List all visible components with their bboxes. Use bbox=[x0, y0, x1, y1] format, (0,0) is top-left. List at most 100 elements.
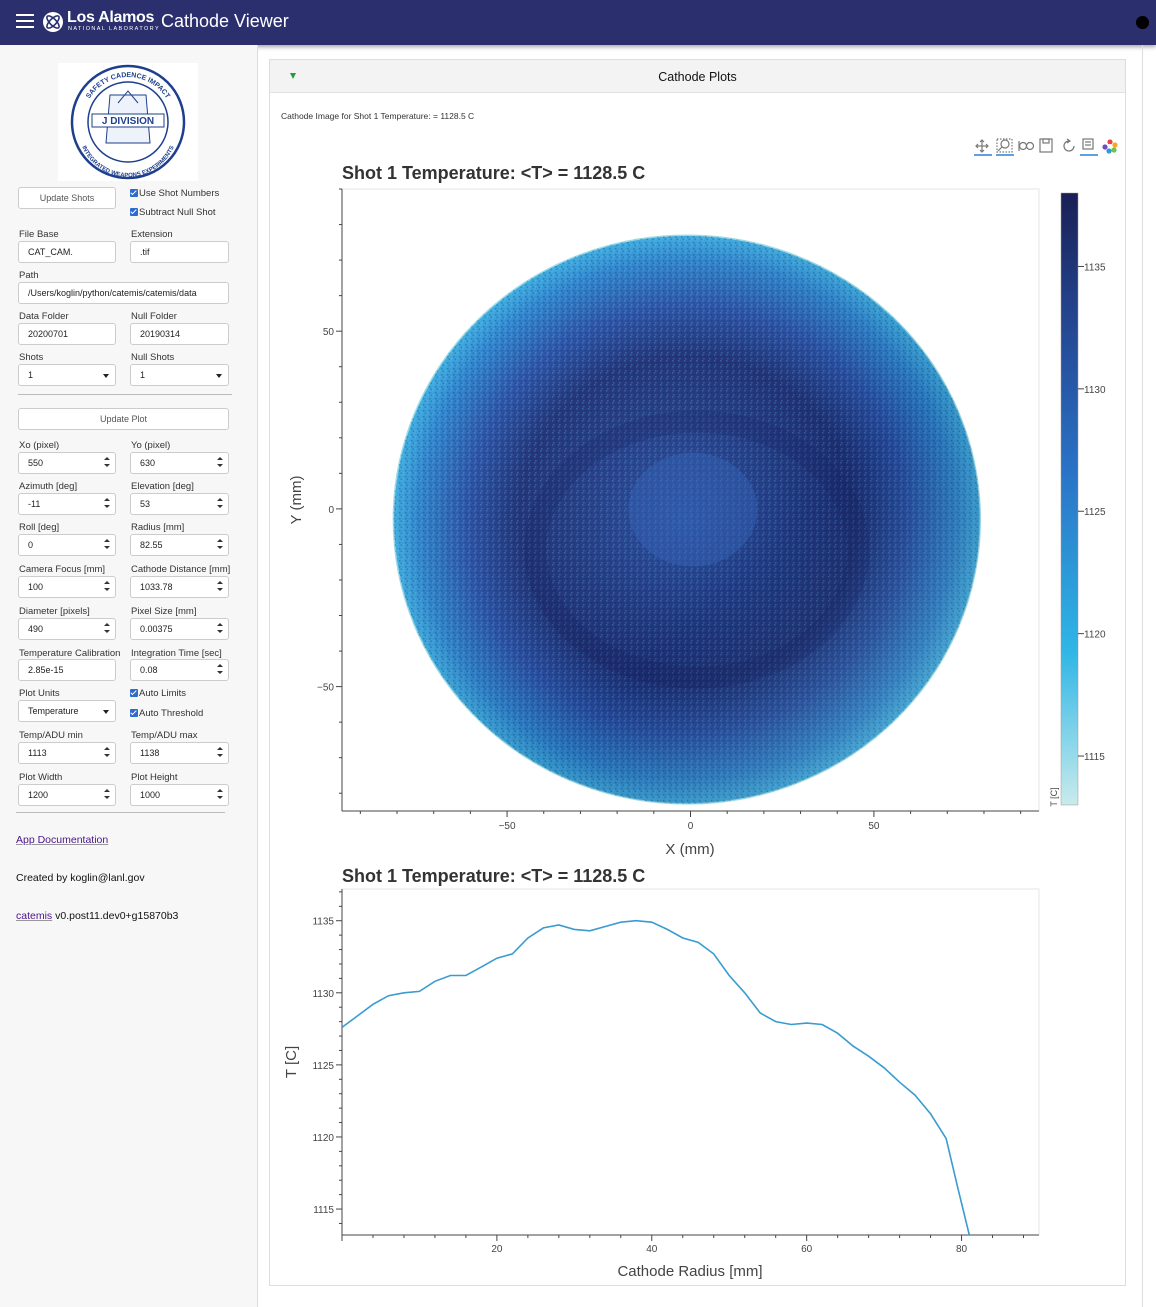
yo-value: 630 bbox=[140, 458, 156, 468]
spinner-arrows-icon[interactable] bbox=[103, 455, 111, 471]
spinner-arrows-icon[interactable] bbox=[103, 537, 111, 553]
reset-icon[interactable] bbox=[1063, 138, 1075, 152]
catemis-link[interactable]: catemis bbox=[16, 910, 53, 922]
colorbar-tick-label: 1130 bbox=[1084, 385, 1106, 396]
cathode-center-spot bbox=[628, 452, 758, 567]
sidebar: SAFETY CADENCE IMPACT INTEGRATED WEAPONS… bbox=[0, 45, 258, 1307]
checkbox-checked-icon bbox=[130, 689, 138, 697]
spinner-arrows-icon[interactable] bbox=[216, 745, 224, 761]
radius-label: Radius [mm] bbox=[131, 522, 185, 533]
xo-input[interactable]: 550 bbox=[18, 452, 116, 474]
colorbar-label: T [C] bbox=[1049, 787, 1059, 806]
auto-limits-checkbox[interactable]: Auto Limits bbox=[130, 688, 186, 699]
shots-select-value: 1 bbox=[28, 370, 34, 380]
wheel-zoom-icon[interactable] bbox=[1018, 141, 1035, 151]
spinner-arrows-icon[interactable] bbox=[216, 496, 224, 512]
plot-width-label: Plot Width bbox=[19, 772, 63, 783]
spinner-arrows-icon[interactable] bbox=[216, 537, 224, 553]
plot-toolbar bbox=[974, 138, 1118, 156]
app-documentation-link[interactable]: App Documentation bbox=[16, 834, 109, 846]
temperature-calibration-input[interactable]: 2.85e-15 bbox=[18, 659, 116, 681]
spinner-arrows-icon[interactable] bbox=[103, 621, 111, 637]
colorbar-tick-label: 1135 bbox=[1084, 262, 1106, 273]
spinner-arrows-icon[interactable] bbox=[103, 745, 111, 761]
spinner-arrows-icon[interactable] bbox=[216, 455, 224, 471]
pan-icon[interactable] bbox=[974, 139, 992, 156]
brand-subtitle: NATIONAL LABORATORY bbox=[68, 26, 161, 32]
collapse-toggle-icon[interactable] bbox=[290, 73, 296, 79]
line-chart-ylabel: T [C] bbox=[283, 1046, 300, 1078]
save-icon[interactable] bbox=[1039, 138, 1053, 153]
line-y-tick-label: 1130 bbox=[312, 989, 334, 1000]
plot-height-label: Plot Height bbox=[131, 772, 178, 783]
diameter-label: Diameter [pixels] bbox=[19, 606, 90, 617]
auto-threshold-checkbox[interactable]: Auto Threshold bbox=[130, 708, 203, 719]
chevron-down-icon bbox=[216, 374, 222, 378]
spinner-arrows-icon[interactable] bbox=[216, 579, 224, 595]
box-zoom-icon[interactable] bbox=[996, 138, 1014, 156]
line-chart-xlabel: Cathode Radius [mm] bbox=[617, 1263, 762, 1280]
temp-min-label: Temp/ADU min bbox=[19, 730, 83, 741]
card-header[interactable]: Cathode Plots bbox=[270, 60, 1125, 93]
spinner-arrows-icon[interactable] bbox=[216, 621, 224, 637]
plot-units-select[interactable]: Temperature bbox=[18, 700, 116, 722]
hover-icon[interactable] bbox=[1080, 138, 1098, 156]
shots-label: Shots bbox=[19, 352, 44, 363]
shots-select[interactable]: 1 bbox=[18, 364, 116, 386]
radius-input[interactable]: 82.55 bbox=[130, 534, 229, 556]
spinner-arrows-icon[interactable] bbox=[103, 496, 111, 512]
extension-input[interactable]: .tif bbox=[130, 241, 229, 263]
spinner-arrows-icon[interactable] bbox=[103, 787, 111, 803]
camera-focus-input[interactable]: 100 bbox=[18, 576, 116, 598]
bokeh-logo-icon[interactable] bbox=[1102, 139, 1118, 154]
path-input[interactable]: /Users/koglin/python/catemis/catemis/dat… bbox=[18, 282, 229, 304]
temp-max-value: 1138 bbox=[140, 748, 160, 758]
temperature-profile-line bbox=[342, 919, 971, 1235]
elevation-input[interactable]: 53 bbox=[130, 493, 229, 515]
line-x-tick-label: 80 bbox=[956, 1244, 968, 1255]
spinner-arrows-icon[interactable] bbox=[103, 579, 111, 595]
azimuth-input[interactable]: -11 bbox=[18, 493, 116, 515]
heatmap-y-tick-label: 50 bbox=[323, 327, 335, 338]
use-shot-numbers-checkbox[interactable]: Use Shot Numbers bbox=[130, 188, 219, 199]
null-shots-select[interactable]: 1 bbox=[130, 364, 229, 386]
plot-height-input[interactable]: 1000 bbox=[130, 784, 229, 806]
heatmap-axes: −50 0 50 −50 0 50 bbox=[317, 188, 1039, 832]
line-plot-area[interactable] bbox=[341, 888, 1040, 1236]
file-base-input[interactable]: CAT_CAM. bbox=[18, 241, 116, 263]
version-text: catemis v0.post11.dev0+g15870b3 bbox=[16, 910, 178, 922]
app-header: Los Alamos NATIONAL LABORATORY Cathode V… bbox=[0, 0, 1156, 45]
spinner-arrows-icon[interactable] bbox=[216, 662, 224, 678]
busy-indicator bbox=[1136, 16, 1149, 29]
pixel-size-label: Pixel Size [mm] bbox=[131, 606, 197, 617]
null-folder-input[interactable]: 20190314 bbox=[130, 323, 229, 345]
update-plot-button[interactable]: Update Plot bbox=[18, 408, 229, 430]
pixel-size-input[interactable]: 0.00375 bbox=[130, 618, 229, 640]
app-title: Cathode Viewer bbox=[161, 11, 289, 31]
cathode-distance-input[interactable]: 1033.78 bbox=[130, 576, 229, 598]
extension-label: Extension bbox=[131, 229, 173, 240]
update-shots-button[interactable]: Update Shots bbox=[18, 187, 116, 209]
line-y-tick-label: 1125 bbox=[312, 1061, 334, 1072]
roll-input[interactable]: 0 bbox=[18, 534, 116, 556]
checkbox-checked-icon bbox=[130, 208, 138, 216]
temperature-calibration-label: Temperature Calibration bbox=[19, 648, 121, 659]
plot-units-label: Plot Units bbox=[19, 688, 60, 699]
spinner-arrows-icon[interactable] bbox=[216, 787, 224, 803]
xo-value: 550 bbox=[28, 458, 44, 468]
temp-min-input[interactable]: 1113 bbox=[18, 742, 116, 764]
heatmap-title: Shot 1 Temperature: <T> = 1128.5 C bbox=[342, 163, 645, 183]
data-folder-input[interactable]: 20200701 bbox=[18, 323, 116, 345]
subtract-null-shot-checkbox[interactable]: Subtract Null Shot bbox=[130, 207, 216, 218]
heatmap-image bbox=[392, 234, 982, 805]
cathode-distance-label: Cathode Distance [mm] bbox=[131, 564, 231, 575]
temp-max-input[interactable]: 1138 bbox=[130, 742, 229, 764]
integration-time-input[interactable]: 0.08 bbox=[130, 659, 229, 681]
heatmap-y-tick-label: −50 bbox=[317, 683, 334, 694]
cathode-edge-shading bbox=[393, 235, 981, 804]
diameter-input[interactable]: 490 bbox=[18, 618, 116, 640]
yo-input[interactable]: 630 bbox=[130, 452, 229, 474]
plot-width-input[interactable]: 1200 bbox=[18, 784, 116, 806]
hamburger-menu-icon[interactable] bbox=[16, 14, 34, 30]
